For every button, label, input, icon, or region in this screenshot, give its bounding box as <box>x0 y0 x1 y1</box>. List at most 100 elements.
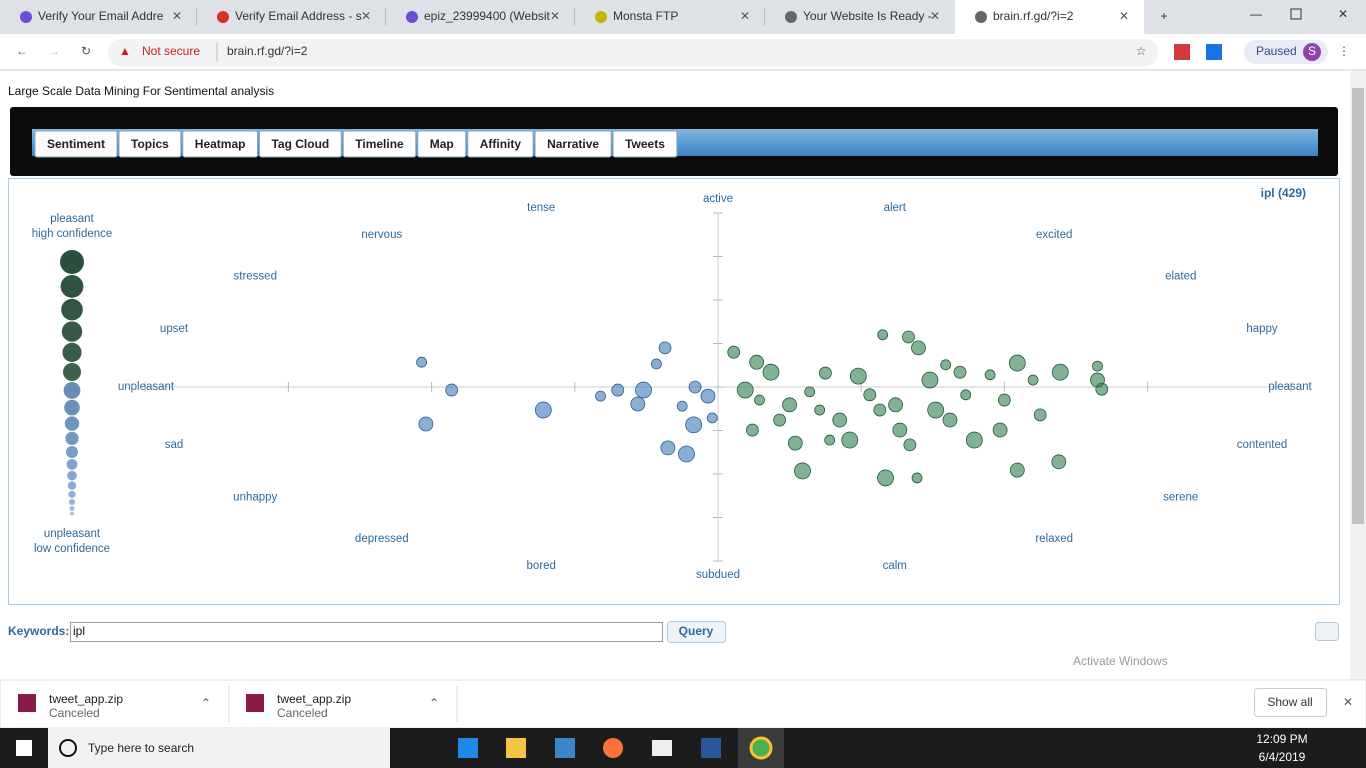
tab-close[interactable]: ✕ <box>930 9 940 23</box>
tweet-point[interactable] <box>911 472 923 484</box>
app-explorer[interactable] <box>506 738 526 758</box>
tweet-point[interactable] <box>1092 360 1103 372</box>
tweet-point[interactable] <box>595 390 606 402</box>
close-downloads[interactable]: ✕ <box>1343 695 1353 709</box>
bookmark-star[interactable]: ☆ <box>1136 44 1147 58</box>
tweet-point[interactable] <box>1051 454 1067 470</box>
tweet-point[interactable] <box>873 403 887 417</box>
zoom-button[interactable] <box>1315 622 1339 641</box>
tweet-point[interactable] <box>727 345 741 359</box>
download-menu[interactable]: ⌃ <box>429 696 439 710</box>
app-edge[interactable] <box>458 738 478 758</box>
forward[interactable]: → <box>48 44 60 58</box>
tab-close[interactable]: ✕ <box>1119 9 1129 23</box>
tweet-point[interactable] <box>676 400 688 412</box>
tweet-point[interactable] <box>863 388 877 402</box>
menu[interactable]: ⋮ <box>1338 44 1350 58</box>
download-menu[interactable]: ⌃ <box>201 696 211 710</box>
tweet-point[interactable] <box>804 386 816 398</box>
back[interactable]: ← <box>16 44 28 58</box>
tweet-point[interactable] <box>416 356 427 368</box>
tweet-point[interactable] <box>892 422 908 438</box>
app-word[interactable] <box>701 738 721 758</box>
tweet-point[interactable] <box>762 363 780 381</box>
page-tab[interactable] <box>258 130 342 158</box>
tweet-point[interactable] <box>660 440 676 456</box>
tweet-point[interactable] <box>773 413 786 427</box>
tweet-point[interactable] <box>903 438 917 452</box>
tweet-point[interactable] <box>819 366 832 380</box>
tweet-point[interactable] <box>1033 408 1047 422</box>
tweet-point[interactable] <box>658 341 672 355</box>
tweet-point[interactable] <box>927 401 945 419</box>
tweet-point[interactable] <box>635 381 652 399</box>
tab-close[interactable]: ✕ <box>550 9 560 23</box>
tweet-point[interactable] <box>1027 374 1039 386</box>
tweet-point[interactable] <box>754 394 765 406</box>
tweet-point[interactable] <box>1008 354 1026 372</box>
tweet-point[interactable] <box>998 393 1011 407</box>
scroll-thumb[interactable] <box>1352 88 1364 524</box>
tweet-point[interactable] <box>418 416 434 432</box>
tab-close[interactable]: ✕ <box>361 9 371 23</box>
tweet-point[interactable] <box>911 340 926 356</box>
tweet-point[interactable] <box>706 412 718 424</box>
page-tab[interactable] <box>467 130 534 158</box>
keywords-input[interactable] <box>70 622 663 642</box>
tweet-point[interactable] <box>888 397 903 413</box>
browser-tab[interactable] <box>0 0 197 34</box>
tweet-point[interactable] <box>832 412 848 428</box>
tweet-point[interactable] <box>745 423 759 437</box>
close-window[interactable]: ✕ <box>1338 7 1348 21</box>
tweet-point[interactable] <box>611 383 625 397</box>
page-tab[interactable] <box>612 130 678 158</box>
tweet-point[interactable] <box>1009 462 1025 478</box>
tweet-point[interactable] <box>749 354 765 370</box>
page-tab[interactable] <box>34 130 118 158</box>
tweet-point[interactable] <box>685 416 703 434</box>
tweet-point[interactable] <box>877 329 889 341</box>
page-tab[interactable] <box>342 130 417 158</box>
reload[interactable]: ↻ <box>81 44 91 58</box>
tweet-point[interactable] <box>960 389 972 401</box>
omnibox[interactable] <box>108 39 1158 66</box>
app-mail[interactable] <box>652 740 672 756</box>
query-button[interactable] <box>667 621 726 643</box>
new-tab[interactable]: + <box>1160 9 1167 23</box>
tweet-point[interactable] <box>942 412 958 428</box>
download-name[interactable]: tweet_app.zip <box>49 692 123 706</box>
start-button[interactable] <box>16 740 32 756</box>
search-box[interactable] <box>48 728 390 768</box>
tweet-point[interactable] <box>902 330 915 344</box>
tweet-point[interactable] <box>921 371 939 389</box>
tweet-point[interactable] <box>688 380 702 394</box>
show-all-button[interactable] <box>1254 688 1327 717</box>
tweet-point[interactable] <box>841 431 859 449</box>
tweet-point[interactable] <box>678 445 695 463</box>
tweet-point[interactable] <box>736 381 754 399</box>
tweet-point[interactable] <box>814 404 826 416</box>
tab-close[interactable]: ✕ <box>740 9 750 23</box>
tweet-point[interactable] <box>782 397 797 413</box>
tweet-point[interactable] <box>787 435 803 451</box>
app-store[interactable] <box>555 738 575 758</box>
tweet-point[interactable] <box>824 434 836 446</box>
extension-pdf[interactable] <box>1174 44 1190 60</box>
tweet-point[interactable] <box>445 383 459 397</box>
download-name[interactable]: tweet_app.zip <box>277 692 351 706</box>
page-tab[interactable] <box>417 130 467 158</box>
tweet-point[interactable] <box>940 359 952 371</box>
tweet-point[interactable] <box>953 365 967 379</box>
page-tab[interactable] <box>182 130 258 158</box>
tweet-point[interactable] <box>877 469 894 487</box>
extension-search[interactable] <box>1206 44 1222 60</box>
page-tab[interactable] <box>118 130 182 158</box>
tab-close[interactable]: ✕ <box>172 9 182 23</box>
page-tab[interactable] <box>534 130 612 158</box>
tweet-point[interactable] <box>1051 363 1069 381</box>
tweet-point[interactable] <box>984 369 996 381</box>
restore[interactable] <box>1290 8 1302 20</box>
tweet-point[interactable] <box>1090 372 1105 388</box>
tweet-point[interactable] <box>534 401 552 419</box>
app-firefox[interactable] <box>603 738 623 758</box>
